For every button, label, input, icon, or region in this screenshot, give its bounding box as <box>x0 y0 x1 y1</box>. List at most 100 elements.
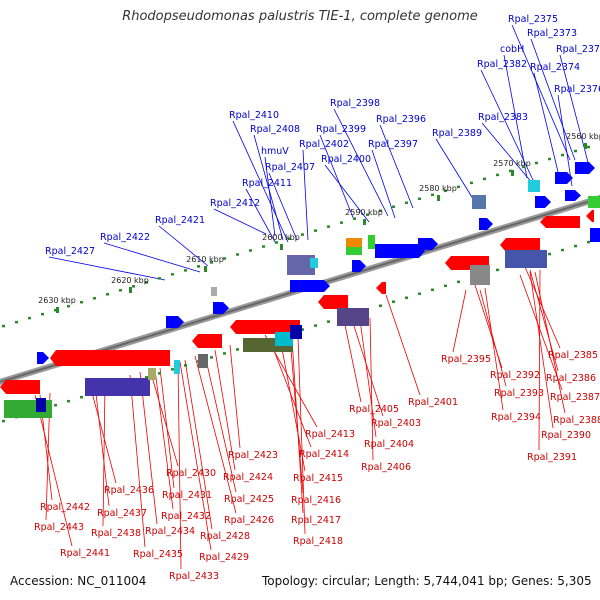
gene-arrow <box>540 216 580 228</box>
tick-mark <box>496 268 499 272</box>
gene-box <box>290 325 302 339</box>
gene-label-forward: Rpal_2410 <box>229 110 279 121</box>
leader-line <box>379 124 414 209</box>
gene-arrow <box>575 162 595 174</box>
leader-line <box>154 369 174 510</box>
leader-line <box>519 274 563 391</box>
leader-line <box>268 172 298 241</box>
accession-text: Accession: NC_011004 <box>10 574 147 588</box>
leader-line <box>302 149 309 241</box>
gene-label-reverse: Rpal_2394 <box>491 412 541 423</box>
gene-label-reverse: Rpal_2426 <box>224 515 274 526</box>
leader-line <box>297 336 306 535</box>
tick-mark <box>405 296 408 300</box>
gene-box <box>174 360 180 374</box>
leader-line <box>319 134 355 221</box>
gene-label-reverse: Rpal_2388 <box>553 415 600 426</box>
gene-arrow <box>479 218 493 230</box>
gene-label-forward: Rpal_2412 <box>210 198 260 209</box>
leader-line <box>435 138 476 203</box>
gene-label-reverse: Rpal_2429 <box>199 552 249 563</box>
kbp-tick <box>204 266 207 272</box>
gene-label-reverse: Rpal_2416 <box>291 495 341 506</box>
leader-line <box>184 359 213 530</box>
gene-arrow <box>272 322 290 334</box>
kbp-tick <box>584 143 587 149</box>
kbp-scale: 2560 kbp 2570 kbp 2580 kbp 2590 kbp 2600 kbp… <box>38 132 600 313</box>
leader-line <box>359 319 377 438</box>
tick-mark <box>587 145 590 149</box>
gene-label-forward: Rpal_2421 <box>155 215 205 226</box>
leader-line <box>369 317 374 461</box>
gene-label-reverse: Rpal_2431 <box>162 490 212 501</box>
tick-mark <box>522 165 525 169</box>
tick-mark <box>236 253 239 256</box>
gene-box <box>470 265 490 285</box>
gene-label-forward: Rpal_2399 <box>316 124 366 135</box>
gene-arrow <box>0 380 40 394</box>
leader-line <box>557 94 573 187</box>
gene-box <box>36 398 46 412</box>
leader-line <box>324 164 370 223</box>
gene-label-forward: Rpal_2372 <box>556 44 600 55</box>
gene-box <box>368 235 375 249</box>
leader-line <box>232 120 289 243</box>
gene-label-reverse: Rpal_2438 <box>91 528 141 539</box>
tick-mark <box>301 233 304 236</box>
tick-mark <box>67 399 70 403</box>
leader-line <box>94 384 110 507</box>
gene-label-forward: Rpal_2427 <box>45 246 95 257</box>
leader-line <box>480 69 534 181</box>
leader-line <box>204 354 237 493</box>
gene-box <box>148 368 156 380</box>
tick-mark <box>353 217 356 220</box>
leader-line <box>229 344 241 449</box>
tick-mark <box>431 193 434 197</box>
leader-line <box>214 349 236 471</box>
gene-arrow <box>586 210 594 222</box>
gene-box <box>472 195 486 209</box>
tick-mark <box>223 352 226 355</box>
gene-label-forward: Rpal_2407 <box>265 162 315 173</box>
tick-mark <box>314 324 317 327</box>
gene-label-reverse: Rpal_2393 <box>494 388 544 399</box>
leader-line <box>177 364 182 570</box>
kbp-tick-label: 2570 kbp <box>493 159 531 168</box>
kbp-tick-label: 2590 kbp <box>345 208 383 217</box>
tick-mark <box>301 328 304 331</box>
tick-mark <box>41 312 44 316</box>
gene-label-reverse: Rpal_2425 <box>224 494 274 505</box>
tick-mark <box>444 284 447 288</box>
tick-mark <box>236 348 239 351</box>
leader-line <box>484 287 504 411</box>
gene-box <box>275 332 293 346</box>
tick-mark <box>145 281 148 284</box>
gene-label-reverse: Rpal_2433 <box>169 571 219 582</box>
leader-line <box>559 54 591 171</box>
gene-label-reverse: Rpal_2385 <box>548 350 598 361</box>
gene-box <box>287 255 315 275</box>
leader-line <box>89 384 117 484</box>
tick-mark <box>327 320 330 323</box>
leader-line <box>481 122 539 191</box>
kbp-tick <box>511 170 514 176</box>
leader-line <box>351 319 384 417</box>
gene-box <box>505 250 547 268</box>
tick-mark <box>392 300 395 303</box>
gene-label-reverse: Rpal_2437 <box>97 508 147 519</box>
kbp-tick <box>56 307 59 313</box>
kbp-tick-label: 2560 kbp <box>566 132 600 141</box>
gene-arrow <box>213 302 229 314</box>
gene-arrow <box>500 238 540 252</box>
gene-label-forward: Rpal_2383 <box>478 112 528 123</box>
gene-label-reverse: Rpal_2443 <box>34 522 84 533</box>
tick-mark <box>327 225 330 228</box>
gene-arrow <box>535 196 551 208</box>
gene-label-reverse: Rpal_2386 <box>546 373 596 384</box>
tick-mark <box>184 269 187 272</box>
leader-line <box>139 371 158 525</box>
tick-mark <box>2 419 5 423</box>
leader-line <box>34 394 73 547</box>
kbp-tick-label: 2600 kbp <box>262 233 300 242</box>
